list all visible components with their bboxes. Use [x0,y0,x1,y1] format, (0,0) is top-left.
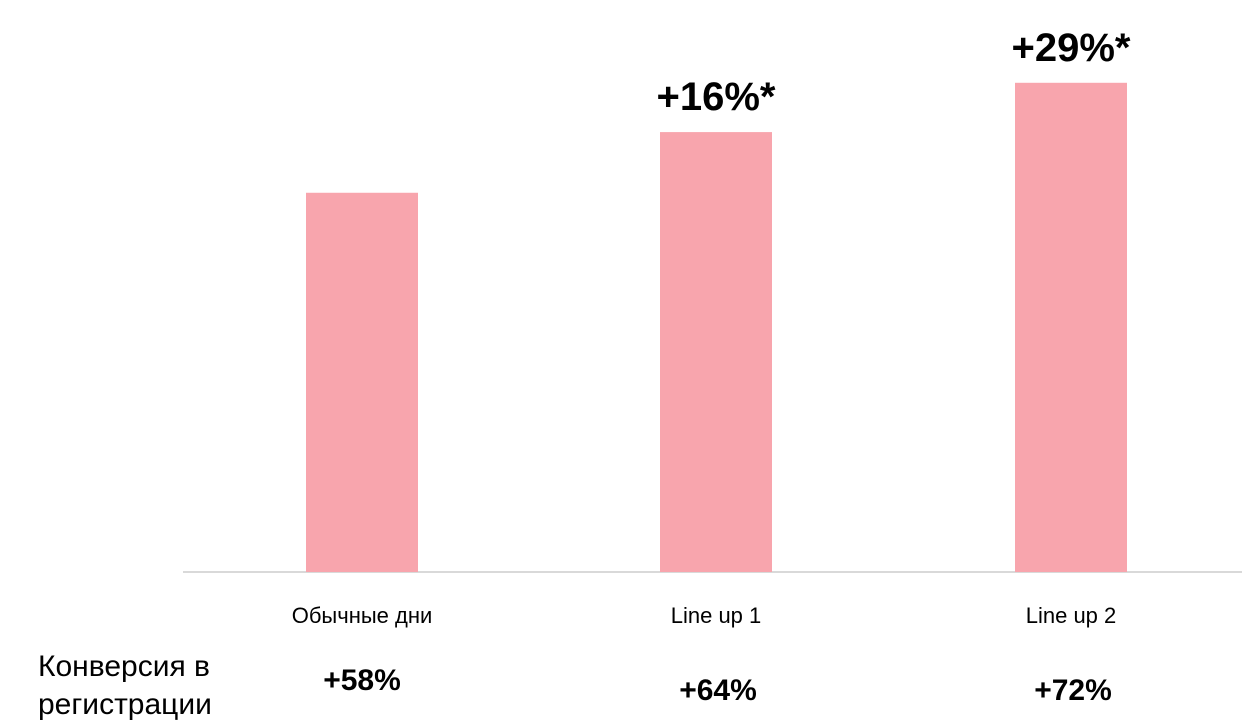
category-label-0: Обычные дни [292,603,433,628]
conversion-value-regular: +58% [323,664,401,697]
conversion-label-line2: регистрации [38,688,212,721]
bar-1 [660,132,772,573]
category-label-2: Line up 2 [1026,603,1117,628]
conversion-label-line1: Конверсия в [38,650,210,683]
conversion-value-lineup1: +64% [679,674,757,707]
bar-0 [306,192,418,572]
data-label-2: +29%* [1012,26,1131,70]
conversion-value-lineup2: +72% [1034,674,1112,707]
conversion-label: Конверсия в регистрации [38,648,212,724]
category-label-1: Line up 1 [671,603,762,628]
data-label-1: +16%* [657,75,776,119]
bar-2 [1015,82,1127,573]
